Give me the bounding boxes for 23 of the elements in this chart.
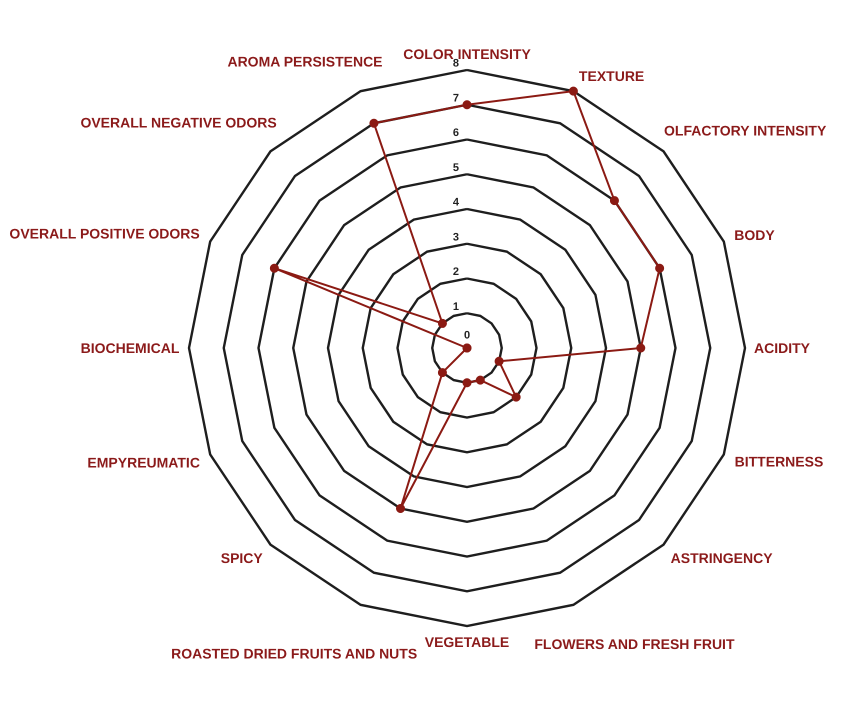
- y-tick-label: 6: [452, 127, 459, 139]
- spoke-label: BIOCHEMICAL: [80, 340, 180, 356]
- spoke-label: OLFACTORY INTENSITY: [664, 122, 827, 139]
- spoke-label: BODY: [734, 226, 776, 243]
- y-tick-label: 2: [452, 266, 459, 278]
- y-tick-label: 5: [452, 162, 459, 174]
- spoke-label: OVERALL NEGATIVE ODORS: [80, 114, 277, 131]
- spoke-label: AROMA PERSISTENCE: [227, 54, 383, 70]
- spoke-label: OVERALL POSITIVE ODORS: [9, 226, 200, 242]
- y-tick-label: 1: [452, 300, 459, 313]
- spoke-label: EMPYREUMATIC: [87, 454, 200, 470]
- spoke-label: FLOWERS AND FRESH FRUIT: [534, 636, 735, 652]
- y-tick-label: 4: [452, 196, 460, 208]
- spoke-label: ASTRINGENCY: [670, 550, 774, 566]
- y-tick-label: 3: [452, 231, 459, 244]
- spoke-label: BITTERNESS: [734, 454, 824, 470]
- spoke-label: ROASTED DRIED FRUITS AND NUTS: [171, 645, 418, 662]
- spoke-label: VEGETABLE: [424, 634, 510, 650]
- spoke-label: SPICY: [220, 550, 264, 566]
- y-tick-label: 0: [464, 330, 470, 342]
- spoke-label: ACIDITY: [754, 340, 811, 356]
- y-tick-label: 7: [452, 92, 459, 104]
- spoke-label: TEXTURE: [578, 68, 644, 84]
